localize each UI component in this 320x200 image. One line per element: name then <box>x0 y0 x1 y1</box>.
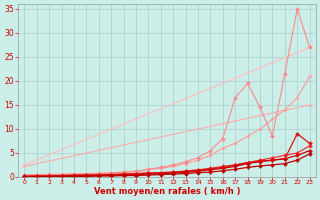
X-axis label: Vent moyen/en rafales ( km/h ): Vent moyen/en rafales ( km/h ) <box>94 187 240 196</box>
